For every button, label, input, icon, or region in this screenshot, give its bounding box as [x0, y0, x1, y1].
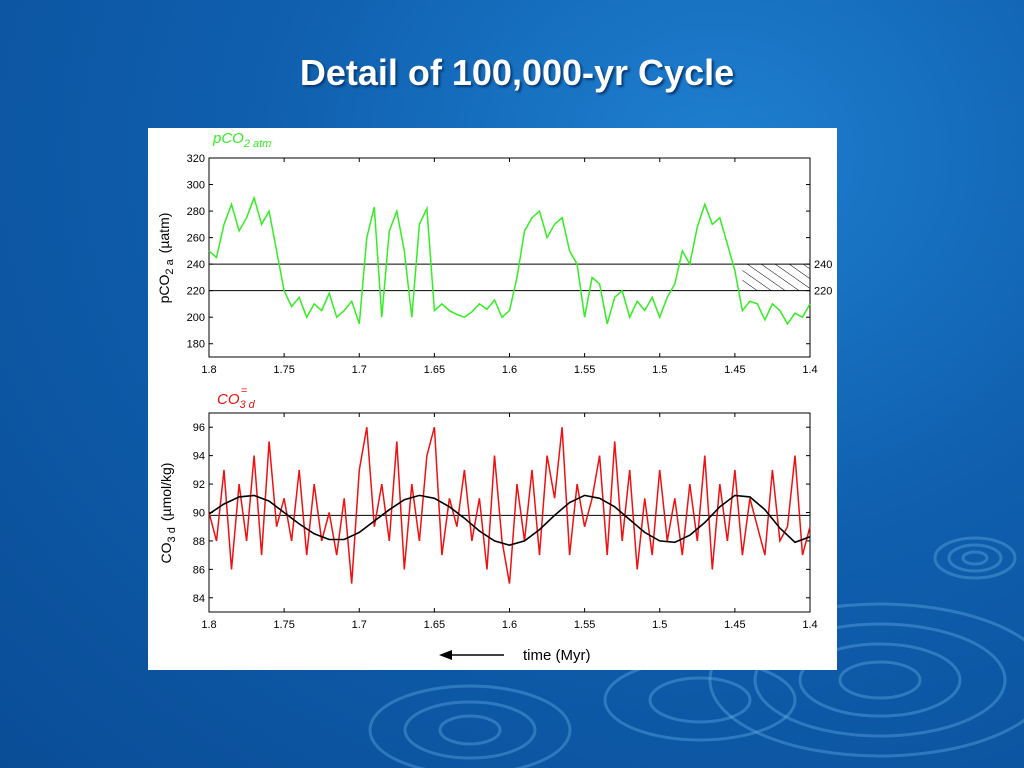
y-tick-label: 260 — [187, 233, 205, 245]
y-tick-label: 200 — [187, 312, 205, 324]
x-tick-label: 1.65 — [424, 619, 445, 631]
co3-series-line — [208, 427, 811, 584]
y-tick-label: 88 — [193, 536, 205, 548]
x-tick-label: 1.8 — [201, 619, 216, 631]
reference-line-label: 220 — [814, 286, 832, 298]
pco2-reference-lines: 240 220 — [209, 259, 832, 298]
y-tick-label: 240 — [187, 259, 205, 271]
pco2-y-axis-label: pCO2 a(µatm) — [156, 213, 176, 304]
y-tick-label: 94 — [193, 451, 205, 463]
y-tick-label: 96 — [193, 422, 205, 434]
x-tick-label: 1.6 — [502, 364, 517, 376]
x-tick-label: 1.5 — [652, 364, 667, 376]
pco2-series-line — [208, 195, 811, 326]
hatched-region — [742, 264, 810, 291]
y-tick-label: 84 — [193, 593, 205, 605]
y-tick-label: 320 — [187, 153, 205, 165]
x-tick-label: 1.65 — [424, 364, 445, 376]
y-tick-label: 86 — [193, 564, 205, 576]
y-tick-label: 92 — [193, 479, 205, 491]
y-tick-label: 300 — [187, 180, 205, 192]
co3-y-ticks: 96 94 92 90 88 86 84 — [193, 422, 810, 605]
arrow-head-icon — [439, 650, 452, 660]
co3-y-axis-label: CO3 d(µmol/kg) — [158, 463, 178, 564]
x-tick-label: 1.4 — [802, 364, 817, 376]
y-tick-label: 180 — [187, 339, 205, 351]
x-tick-label: 1.55 — [574, 619, 595, 631]
co3-x-ticks: 1.8 1.75 1.7 1.65 1.6 1.55 1.5 1.45 1.4 — [201, 413, 818, 631]
y-tick-label: 220 — [187, 286, 205, 298]
reference-line-label: 240 — [814, 259, 832, 271]
x-tick-label: 1.75 — [273, 619, 294, 631]
pco2-x-ticks: 1.8 1.75 1.7 1.65 1.6 1.55 1.5 1.45 1.4 — [201, 158, 818, 376]
x-tick-label: 1.5 — [652, 619, 667, 631]
co3-legend: CO3 d= — [217, 385, 256, 411]
x-tick-label: 1.6 — [502, 619, 517, 631]
x-tick-label: 1.7 — [352, 619, 367, 631]
pco2-y-ticks: 320 300 280 260 240 220 200 180 — [187, 153, 810, 351]
chart-panel: pCO2 atm 320 300 280 260 240 220 200 180 1.8 1.7… — [148, 128, 837, 670]
y-tick-label: 280 — [187, 206, 205, 218]
x-axis-label: time (Myr) — [523, 647, 591, 664]
pco2-chart: pCO2 atm 320 300 280 260 240 220 200 180 1.8 1.7… — [156, 130, 832, 376]
x-tick-label: 1.45 — [724, 619, 745, 631]
x-tick-label: 1.75 — [273, 364, 294, 376]
chart-svg: pCO2 atm 320 300 280 260 240 220 200 180 1.8 1.7… — [156, 130, 832, 664]
slide-title: Detail of 100,000-yr Cycle — [299, 52, 735, 93]
x-tick-label: 1.55 — [574, 364, 595, 376]
x-tick-label: 1.4 — [802, 619, 817, 631]
x-tick-label: 1.8 — [201, 364, 216, 376]
y-tick-label: 90 — [193, 508, 205, 520]
co3-smooth-line — [208, 494, 811, 547]
x-tick-label: 1.45 — [724, 364, 745, 376]
pco2-legend: pCO2 atm — [212, 130, 271, 150]
x-tick-label: 1.7 — [352, 364, 367, 376]
pco2-plot-frame — [208, 157, 811, 358]
